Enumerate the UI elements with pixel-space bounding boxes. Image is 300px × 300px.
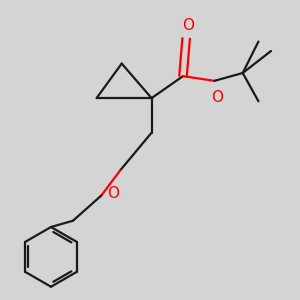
Text: O: O	[182, 18, 194, 33]
Text: O: O	[107, 186, 119, 201]
Text: O: O	[211, 90, 223, 105]
